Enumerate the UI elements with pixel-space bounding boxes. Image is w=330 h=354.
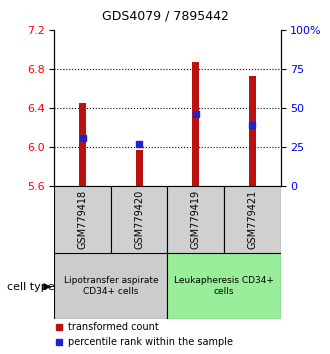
Text: GSM779419: GSM779419 xyxy=(191,190,201,249)
Text: percentile rank within the sample: percentile rank within the sample xyxy=(68,337,233,348)
Text: GDS4079 / 7895442: GDS4079 / 7895442 xyxy=(102,10,228,22)
Bar xyxy=(79,103,86,186)
Bar xyxy=(54,186,111,253)
Text: GSM779421: GSM779421 xyxy=(247,190,257,249)
Bar xyxy=(192,62,199,186)
Text: Leukapheresis CD34+
cells: Leukapheresis CD34+ cells xyxy=(174,276,274,296)
Text: Lipotransfer aspirate
CD34+ cells: Lipotransfer aspirate CD34+ cells xyxy=(64,276,158,296)
Text: GSM779420: GSM779420 xyxy=(134,190,144,249)
Bar xyxy=(111,186,168,253)
Bar xyxy=(249,76,256,186)
Bar xyxy=(224,186,280,253)
Bar xyxy=(54,253,168,319)
Text: cell type: cell type xyxy=(7,282,54,292)
Text: GSM779418: GSM779418 xyxy=(78,190,88,249)
Bar xyxy=(136,150,143,186)
Text: transformed count: transformed count xyxy=(68,321,159,332)
Bar xyxy=(168,186,224,253)
Bar xyxy=(168,253,280,319)
